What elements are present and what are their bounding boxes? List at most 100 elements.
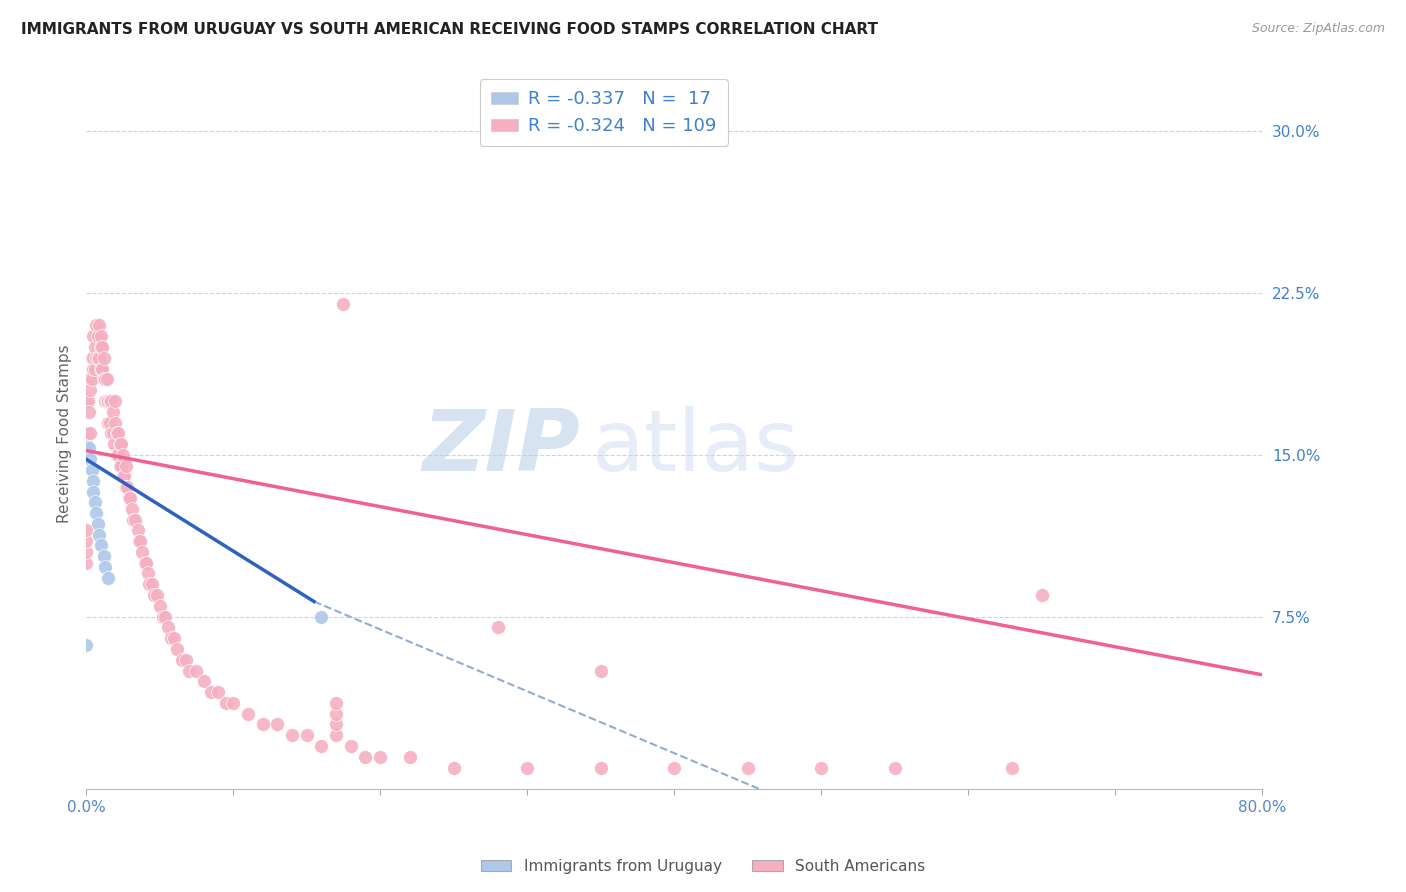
Point <box>93 351 115 365</box>
Point <box>77 405 100 419</box>
Point <box>83 340 105 354</box>
Point <box>120 491 142 505</box>
Point <box>163 631 186 645</box>
Point <box>215 696 238 710</box>
Point <box>207 685 229 699</box>
Point <box>339 739 361 753</box>
Point <box>90 329 112 343</box>
Point <box>128 534 150 549</box>
Point <box>83 361 105 376</box>
Point <box>325 717 347 731</box>
Point <box>76 426 98 441</box>
Point <box>883 761 905 775</box>
Point <box>134 556 156 570</box>
Point <box>97 571 120 585</box>
Point <box>193 674 215 689</box>
Point <box>110 437 132 451</box>
Point <box>236 706 259 721</box>
Point <box>86 351 108 365</box>
Point <box>105 448 128 462</box>
Point <box>170 653 193 667</box>
Point <box>112 469 135 483</box>
Point <box>200 685 222 699</box>
Point <box>1001 761 1024 775</box>
Point <box>101 405 124 419</box>
Point <box>82 474 104 488</box>
Point <box>368 749 391 764</box>
Point <box>79 426 101 441</box>
Point <box>174 653 197 667</box>
Point <box>89 318 111 333</box>
Point <box>91 361 114 376</box>
Point <box>97 393 120 408</box>
Point <box>157 620 180 634</box>
Point <box>91 340 114 354</box>
Legend: Immigrants from Uruguay, South Americans: Immigrants from Uruguay, South Americans <box>475 853 931 880</box>
Point <box>93 372 115 386</box>
Point <box>295 728 318 742</box>
Point <box>222 696 245 710</box>
Point <box>664 761 686 775</box>
Point <box>79 452 101 467</box>
Text: Source: ZipAtlas.com: Source: ZipAtlas.com <box>1251 22 1385 36</box>
Point <box>75 437 97 451</box>
Point <box>105 426 128 441</box>
Point <box>136 566 159 581</box>
Point <box>131 545 153 559</box>
Point <box>98 416 121 430</box>
Point <box>252 717 274 731</box>
Point <box>104 393 127 408</box>
Point <box>114 458 136 473</box>
Point <box>75 393 97 408</box>
Point <box>86 318 108 333</box>
Point <box>311 739 333 753</box>
Point <box>166 642 188 657</box>
Point <box>108 458 131 473</box>
Point <box>117 480 139 494</box>
Point <box>97 416 120 430</box>
Y-axis label: Receiving Food Stamps: Receiving Food Stamps <box>58 344 72 523</box>
Point <box>281 728 304 742</box>
Point <box>75 545 97 559</box>
Point <box>398 749 420 764</box>
Point <box>516 761 538 775</box>
Point <box>138 577 160 591</box>
Point <box>87 351 110 365</box>
Point <box>80 351 103 365</box>
Point <box>82 351 104 365</box>
Point <box>177 664 200 678</box>
Text: ZIP: ZIP <box>423 406 581 489</box>
Point <box>111 448 134 462</box>
Point <box>89 527 111 541</box>
Point <box>152 609 174 624</box>
Point <box>75 534 97 549</box>
Point <box>86 506 108 520</box>
Point <box>94 560 117 574</box>
Text: atlas: atlas <box>592 406 800 489</box>
Point <box>103 437 125 451</box>
Point <box>76 393 98 408</box>
Point <box>79 383 101 397</box>
Point <box>311 609 333 624</box>
Point <box>82 361 104 376</box>
Point <box>90 538 112 552</box>
Point <box>127 524 149 538</box>
Point <box>108 437 131 451</box>
Point <box>104 416 127 430</box>
Legend: R = -0.337   N =  17, R = -0.324   N = 109: R = -0.337 N = 17, R = -0.324 N = 109 <box>479 79 728 146</box>
Point <box>149 599 172 613</box>
Point <box>121 501 143 516</box>
Point <box>186 664 208 678</box>
Point <box>266 717 288 731</box>
Point <box>100 426 122 441</box>
Point <box>589 761 612 775</box>
Point <box>87 329 110 343</box>
Text: IMMIGRANTS FROM URUGUAY VS SOUTH AMERICAN RECEIVING FOOD STAMPS CORRELATION CHAR: IMMIGRANTS FROM URUGUAY VS SOUTH AMERICA… <box>21 22 879 37</box>
Point <box>122 512 145 526</box>
Point <box>75 556 97 570</box>
Point <box>443 761 465 775</box>
Point <box>107 426 129 441</box>
Point <box>77 372 100 386</box>
Point <box>94 372 117 386</box>
Point <box>94 393 117 408</box>
